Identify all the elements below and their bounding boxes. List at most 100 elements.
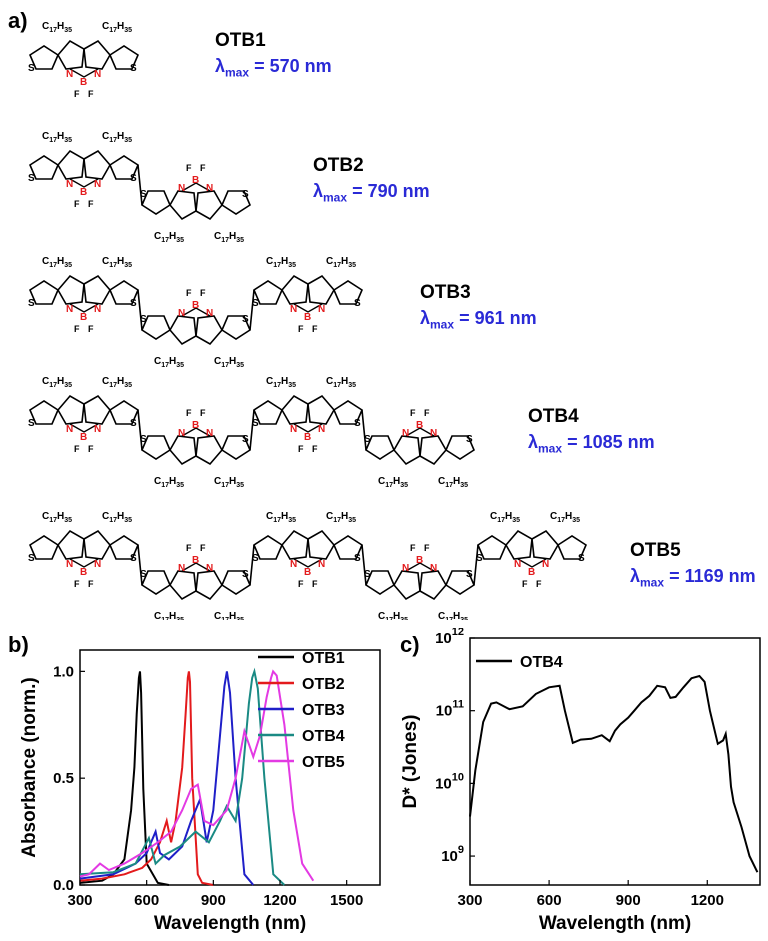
sulfur-label: S bbox=[242, 569, 249, 580]
x-axis-label: Wavelength (nm) bbox=[539, 913, 691, 934]
alkyl-chain-label: C17H35 bbox=[378, 476, 408, 489]
linkage-bond bbox=[249, 544, 255, 586]
fluorine-label: F bbox=[74, 324, 80, 334]
alkyl-chain-label: C17H35 bbox=[214, 231, 244, 244]
fluorine-label: F bbox=[186, 543, 192, 553]
panel-c-label: c) bbox=[400, 632, 420, 657]
alkyl-chain-label: C17H35 bbox=[326, 256, 356, 269]
legend-label: OTB5 bbox=[302, 754, 345, 771]
sulfur-label: S bbox=[578, 553, 585, 564]
nitrogen-label: N bbox=[66, 69, 73, 80]
nitrogen-label: N bbox=[206, 183, 213, 194]
fluorine-label: F bbox=[298, 324, 304, 334]
nitrogen-label: N bbox=[206, 428, 213, 439]
nitrogen-label: N bbox=[66, 179, 73, 190]
sulfur-label: S bbox=[130, 553, 137, 564]
fluorine-label: F bbox=[312, 324, 318, 334]
nitrogen-label: N bbox=[66, 559, 73, 570]
legend: OTB4 bbox=[476, 654, 563, 671]
boron-label: B bbox=[80, 77, 87, 88]
fluorine-label: F bbox=[186, 288, 192, 298]
sulfur-label: S bbox=[28, 63, 35, 74]
nitrogen-label: N bbox=[94, 304, 101, 315]
absorbance-chart: 300 600 900 1200 1500 0.0 0.5 1.0 Wavelength (nm… bbox=[19, 649, 381, 934]
linkage-bond bbox=[137, 409, 143, 451]
alkyl-chain-label: C17H35 bbox=[154, 611, 184, 620]
y-axis-label: D* (Jones) bbox=[400, 715, 421, 809]
nitrogen-label: N bbox=[290, 424, 297, 435]
sulfur-label: S bbox=[140, 314, 147, 325]
legend-label: OTB3 bbox=[302, 702, 345, 719]
fluorine-label: F bbox=[410, 408, 416, 418]
panel-a-label: a) bbox=[8, 8, 28, 33]
sulfur-label: S bbox=[130, 173, 137, 184]
alkyl-chain-label: C17H35 bbox=[102, 21, 132, 34]
fluorine-label: F bbox=[298, 579, 304, 589]
compound-name: OTB5 bbox=[630, 540, 681, 561]
boron-label: B bbox=[192, 300, 199, 311]
alkyl-chain-label: C17H35 bbox=[438, 476, 468, 489]
boron-label: B bbox=[416, 420, 423, 431]
fluorine-label: F bbox=[410, 543, 416, 553]
x-tick-label: 900 bbox=[616, 892, 641, 909]
sulfur-label: S bbox=[130, 418, 137, 429]
alkyl-chain-label: C17H35 bbox=[102, 511, 132, 524]
fluorine-label: F bbox=[312, 444, 318, 454]
fluorine-label: F bbox=[200, 288, 206, 298]
alkyl-chain-label: C17H35 bbox=[42, 21, 72, 34]
lambda-max: λmax = 790 nm bbox=[313, 181, 430, 205]
y-tick-label: 0.5 bbox=[53, 770, 74, 787]
series-line-otb3 bbox=[79, 671, 255, 886]
nitrogen-label: N bbox=[178, 183, 185, 194]
fluorine-label: F bbox=[186, 408, 192, 418]
fluorine-label: F bbox=[88, 444, 94, 454]
alkyl-chain-label: C17H35 bbox=[102, 131, 132, 144]
legend-label: OTB4 bbox=[520, 654, 563, 671]
compound-name: OTB3 bbox=[420, 282, 471, 303]
linkage-bond bbox=[137, 544, 143, 586]
sulfur-label: S bbox=[242, 314, 249, 325]
fluorine-label: F bbox=[88, 199, 94, 209]
series-line-otb4 bbox=[469, 674, 759, 873]
boron-label: B bbox=[416, 555, 423, 566]
alkyl-chain-label: C17H35 bbox=[378, 611, 408, 620]
sulfur-label: S bbox=[354, 418, 361, 429]
fluorine-label: F bbox=[88, 89, 94, 99]
nitrogen-label: N bbox=[94, 69, 101, 80]
y-tick-label: 1011 bbox=[436, 699, 464, 720]
compound-name: OTB1 bbox=[215, 30, 266, 51]
boron-label: B bbox=[528, 567, 535, 578]
sulfur-label: S bbox=[140, 434, 147, 445]
alkyl-chain-label: C17H35 bbox=[102, 256, 132, 269]
boron-label: B bbox=[304, 567, 311, 578]
boron-label: B bbox=[304, 312, 311, 323]
boron-label: B bbox=[192, 175, 199, 186]
y-tick-label: 1012 bbox=[435, 628, 464, 647]
compound-name: OTB4 bbox=[528, 406, 579, 427]
fluorine-label: F bbox=[536, 579, 542, 589]
boron-label: B bbox=[80, 187, 87, 198]
fluorine-label: F bbox=[200, 408, 206, 418]
molecule-otb1: N NBF F S S C17H35 C17H35 bbox=[28, 21, 140, 99]
linkage-bond bbox=[361, 409, 367, 451]
alkyl-chain-label: C17H35 bbox=[266, 511, 296, 524]
y-tick-label: 0.0 bbox=[53, 877, 74, 894]
boron-label: B bbox=[80, 567, 87, 578]
sulfur-label: S bbox=[364, 434, 371, 445]
alkyl-chain-label: C17H35 bbox=[490, 511, 520, 524]
nitrogen-label: N bbox=[94, 179, 101, 190]
fluorine-label: F bbox=[186, 163, 192, 173]
sulfur-label: S bbox=[476, 553, 483, 564]
x-tick-label: 300 bbox=[457, 892, 482, 909]
linkage-bond bbox=[249, 289, 255, 331]
fluorine-label: F bbox=[88, 324, 94, 334]
sulfur-label: S bbox=[140, 189, 147, 200]
nitrogen-label: N bbox=[318, 304, 325, 315]
